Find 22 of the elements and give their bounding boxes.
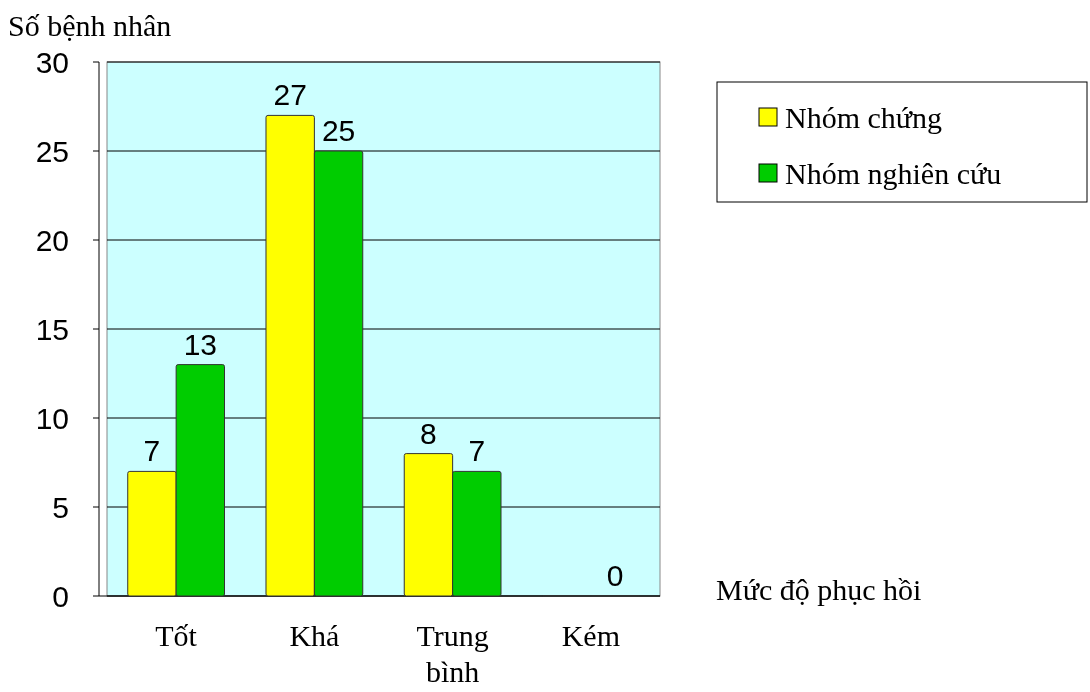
legend-label: Nhóm chứng	[785, 100, 943, 134]
y-tick-label: 10	[35, 401, 69, 435]
data-label: 7	[468, 434, 486, 468]
x-tick-label: Tốt	[155, 619, 198, 652]
data-label: 13	[183, 327, 218, 361]
data-label: 25	[321, 114, 356, 147]
legend-label: Nhóm nghiên cứu	[785, 156, 1002, 190]
y-tick-label: 25	[35, 134, 69, 168]
x-tick-label: Khá	[289, 619, 340, 652]
y-tick-label: 0	[52, 579, 69, 613]
x-axis-title: Mức độ phục hồi	[716, 573, 922, 606]
y-axis-title: Số bệnh nhân	[8, 9, 172, 42]
data-label: 0	[606, 559, 624, 592]
y-tick-label: 15	[35, 312, 69, 346]
x-tick-label: Trung bình	[416, 619, 489, 688]
y-tick-label: 5	[52, 490, 69, 524]
data-label: 8	[420, 416, 437, 450]
x-tick-label: Kém	[561, 619, 621, 652]
data-label: 27	[273, 78, 307, 112]
data-label: 7	[143, 434, 161, 468]
y-tick-label: 20	[35, 223, 69, 257]
y-tick-label: 30	[35, 45, 69, 79]
